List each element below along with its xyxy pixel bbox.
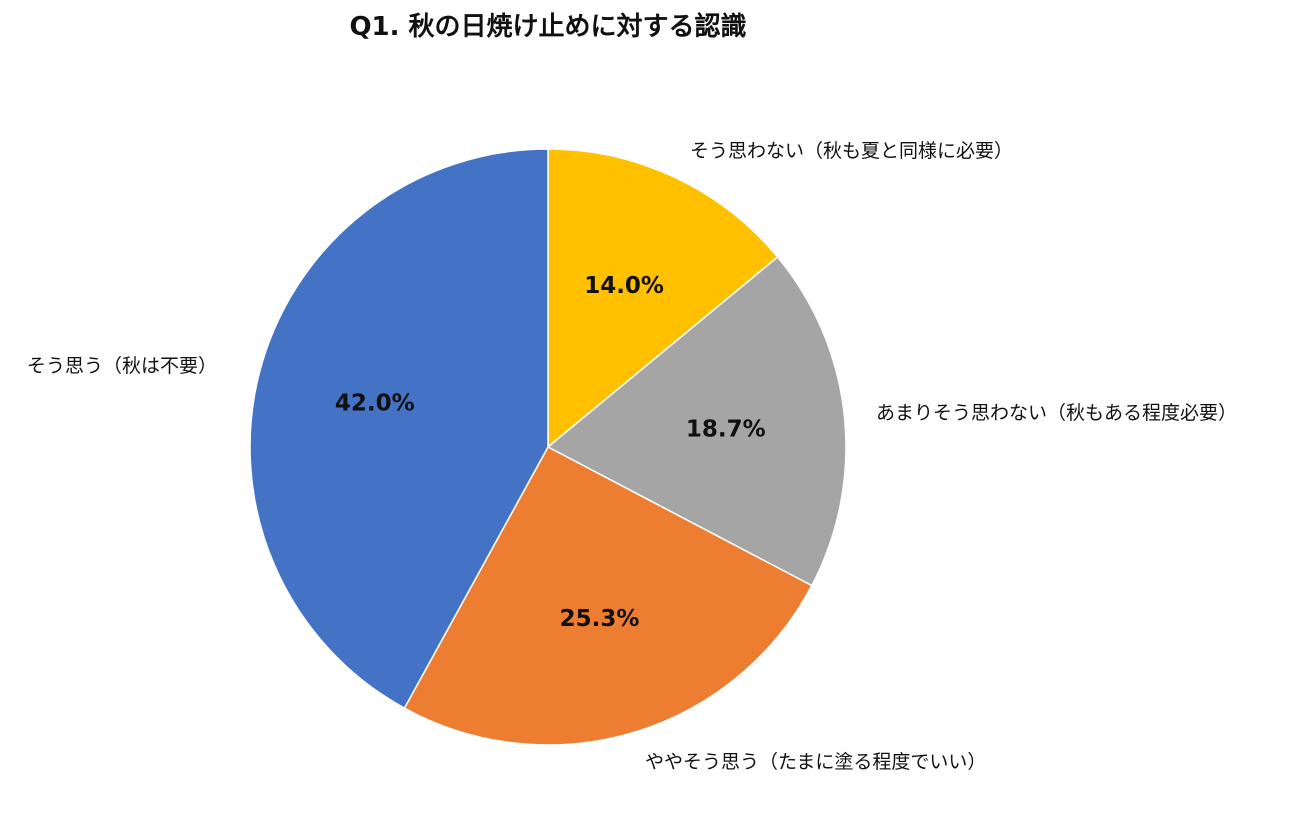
pie-slice-3 — [403, 445, 813, 746]
chart-title: Q1. 秋の日焼け止めに対する認識 — [349, 11, 746, 42]
pie-slice-4 — [249, 148, 549, 710]
percentage-label-4: 42.0% — [335, 391, 415, 417]
category-label-1: そう思わない（秋も夏と同様に必要） — [690, 140, 1013, 162]
percentage-label-3: 25.3% — [560, 606, 640, 632]
category-label-4: そう思う（秋は不要） — [27, 355, 217, 377]
category-labels: そう思わない（秋も夏と同様に必要） あまりそう思わない（秋もある程度必要） ややそう… — [27, 140, 1237, 773]
pie-slices — [249, 148, 847, 746]
percentage-label-2: 18.7% — [686, 417, 766, 443]
category-label-3: ややそう思う（たまに塗る程度でいい） — [645, 750, 986, 773]
percentage-labels: 14.0% 18.7% 25.3% 42.0% — [335, 273, 766, 632]
pie-slice-1 — [547, 148, 779, 449]
pie-slice-2 — [546, 255, 847, 587]
percentage-label-1: 14.0% — [584, 273, 664, 299]
category-label-2: あまりそう思わない（秋もある程度必要） — [876, 402, 1237, 424]
